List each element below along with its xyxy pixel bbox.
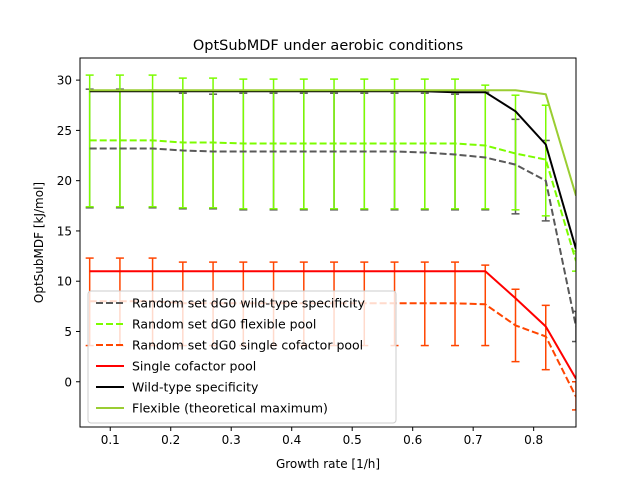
y-tick-label: 15 bbox=[57, 224, 72, 238]
y-tick-label: 20 bbox=[57, 174, 72, 188]
x-tick-label: 0.8 bbox=[524, 433, 543, 447]
axes: 0.1 0.2 0.3 0.4 0.5 0.6 0.7 0.8 0 5 10 15 20 25 30 bbox=[57, 74, 543, 447]
series-line-0 bbox=[89, 147, 576, 327]
y-tick-label: 10 bbox=[57, 275, 72, 289]
y-tick-label: 30 bbox=[57, 74, 72, 88]
y-tick-label: 0 bbox=[64, 375, 72, 389]
y-tick-label: 25 bbox=[57, 124, 72, 138]
x-tick-label: 0.4 bbox=[282, 433, 301, 447]
series-line-5 bbox=[89, 89, 576, 196]
legend-label: Random set dG0 wild-type specificity bbox=[132, 296, 365, 311]
legend-label: Random set dG0 single cofactor pool bbox=[132, 338, 363, 353]
y-tick-label: 5 bbox=[64, 325, 72, 339]
x-tick-label: 0.5 bbox=[343, 433, 362, 447]
legend-label: Random set dG0 flexible pool bbox=[132, 317, 316, 332]
x-tick-label: 0.6 bbox=[403, 433, 422, 447]
legend: Random set dG0 wild-type specificity Rand… bbox=[87, 290, 397, 424]
axes-frame bbox=[79, 57, 577, 428]
legend-label: Wild-type specificity bbox=[132, 380, 259, 395]
series-line-1 bbox=[89, 139, 576, 262]
x-tick-label: 0.7 bbox=[464, 433, 483, 447]
x-tick-label: 0.3 bbox=[222, 433, 241, 447]
legend-box bbox=[87, 290, 397, 424]
legend-label: Flexible (theoretical maximum) bbox=[132, 401, 328, 416]
y-axis-label: OptSubMDF [kJ/mol] bbox=[32, 182, 46, 303]
x-axis-label: Growth rate [1/h] bbox=[276, 457, 380, 471]
series-line-3 bbox=[89, 270, 576, 380]
x-tick-label: 0.1 bbox=[101, 433, 120, 447]
legend-label: Single cofactor pool bbox=[132, 359, 256, 374]
chart-title: OptSubMDF under aerobic conditions bbox=[193, 38, 463, 54]
x-tick-label: 0.2 bbox=[161, 433, 180, 447]
